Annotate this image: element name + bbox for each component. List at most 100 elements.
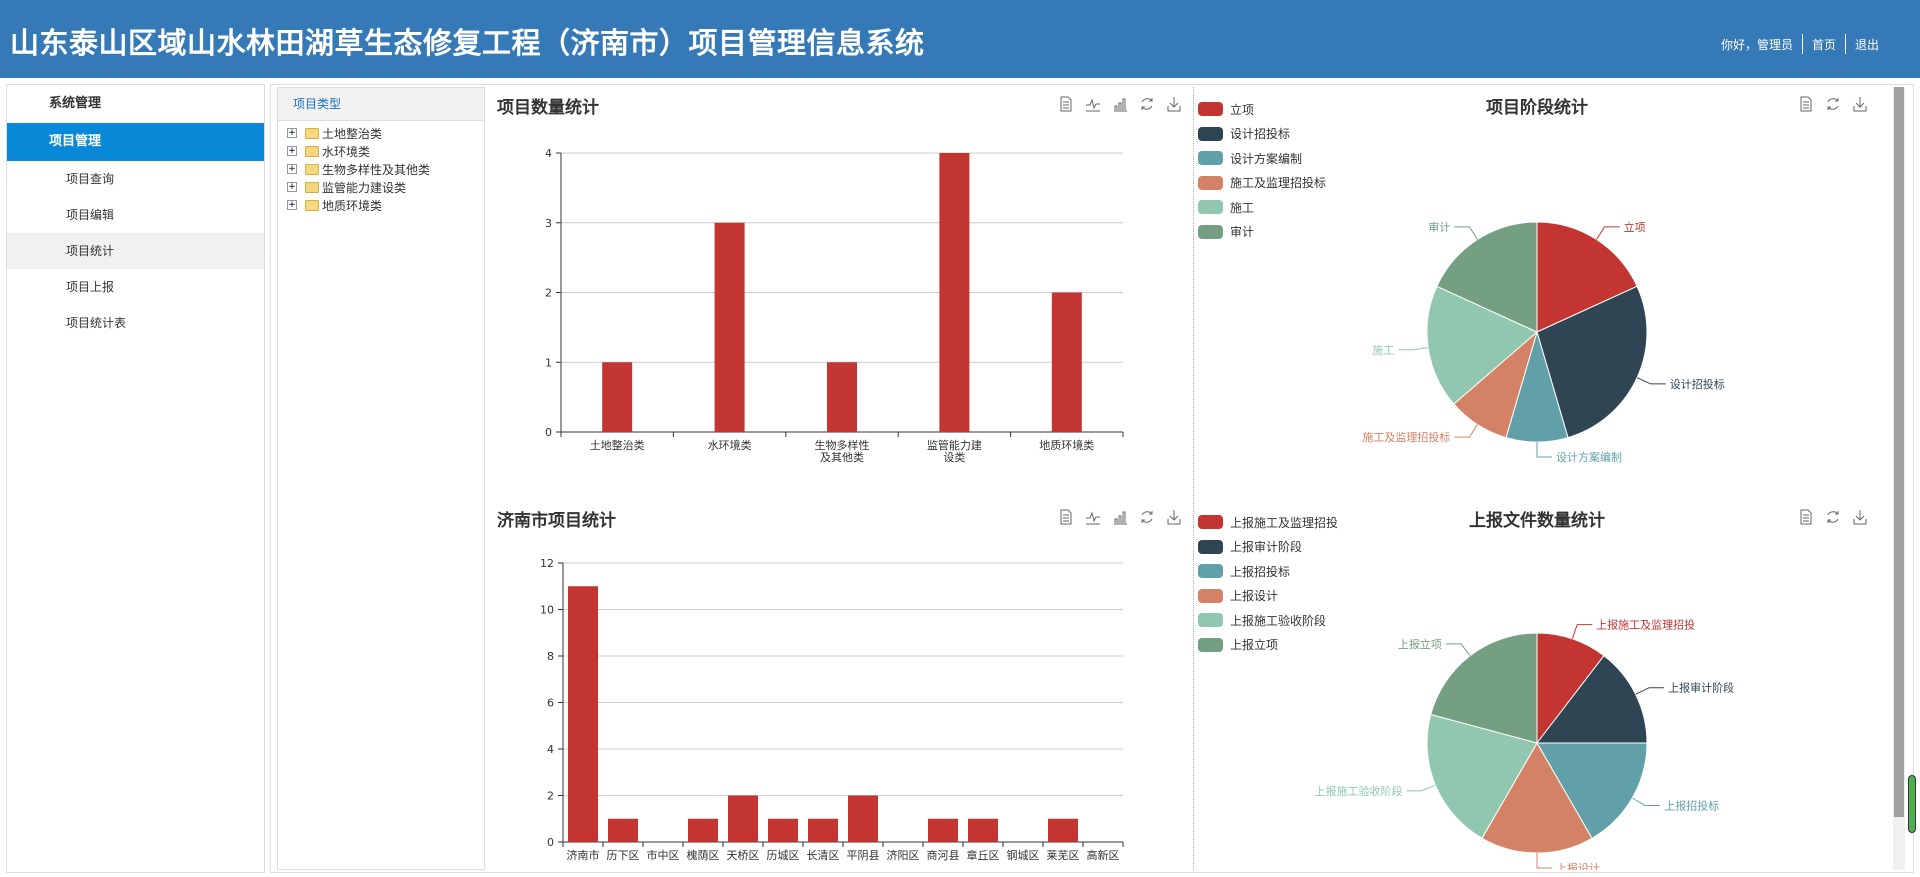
save-image-icon[interactable] bbox=[1851, 508, 1869, 526]
x-tick-label: 章丘区 bbox=[967, 848, 1000, 862]
bar[interactable] bbox=[827, 362, 857, 432]
slice-label: 上报设计 bbox=[1556, 861, 1600, 870]
bar[interactable] bbox=[968, 818, 998, 842]
bar-chart-icon[interactable] bbox=[1111, 508, 1129, 526]
legend-label: 设计招投标 bbox=[1230, 127, 1291, 142]
bar[interactable] bbox=[1048, 818, 1078, 842]
legend-item[interactable]: 上报施工及监理招投 bbox=[1198, 510, 1338, 535]
legend-item[interactable]: 上报立项 bbox=[1198, 633, 1338, 658]
data-view-icon[interactable] bbox=[1057, 508, 1075, 526]
scrollbar-thumb[interactable] bbox=[1894, 87, 1904, 817]
home-link[interactable]: 首页 bbox=[1811, 37, 1836, 52]
y-tick-label: 0 bbox=[547, 836, 554, 849]
logout-link[interactable]: 退出 bbox=[1854, 37, 1879, 52]
legend-item[interactable]: 上报设计 bbox=[1198, 584, 1338, 609]
sidebar-item-project-statistics[interactable]: 项目统计 bbox=[7, 233, 264, 269]
legend-item[interactable]: 上报审计阶段 bbox=[1198, 535, 1338, 560]
save-image-icon[interactable] bbox=[1851, 95, 1869, 113]
save-image-icon[interactable] bbox=[1165, 508, 1183, 526]
pie-slice[interactable] bbox=[1426, 285, 1538, 405]
legend-item[interactable]: 设计招投标 bbox=[1198, 122, 1326, 147]
bar[interactable] bbox=[728, 795, 758, 843]
restore-icon[interactable] bbox=[1138, 508, 1156, 526]
data-view-icon[interactable] bbox=[1797, 95, 1815, 113]
restore-icon[interactable] bbox=[1138, 95, 1156, 113]
bar[interactable] bbox=[602, 362, 633, 432]
tree-node[interactable]: + 生物多样性及其他类 bbox=[278, 160, 484, 178]
bar[interactable] bbox=[848, 795, 878, 843]
tree-node-label: 地质环境类 bbox=[322, 198, 383, 213]
sidebar-item-project-report[interactable]: 项目上报 bbox=[66, 280, 115, 294]
bar[interactable] bbox=[939, 153, 970, 432]
legend-label: 立项 bbox=[1230, 102, 1255, 117]
slice-label: 上报施工及监理招投 bbox=[1596, 618, 1695, 632]
legend-item[interactable]: 立项 bbox=[1198, 97, 1326, 122]
bar[interactable] bbox=[568, 586, 598, 842]
line-chart-icon[interactable] bbox=[1084, 508, 1102, 526]
legend-item[interactable]: 设计方案编制 bbox=[1198, 146, 1326, 171]
sidebar: 系统管理 项目管理 项目查询 项目编辑 项目统计 项目上报 项目统计表 bbox=[6, 84, 265, 873]
expand-icon[interactable]: + bbox=[287, 128, 297, 138]
legend-label: 上报审计阶段 bbox=[1230, 540, 1303, 555]
expand-icon[interactable]: + bbox=[287, 182, 297, 192]
legend-item[interactable]: 施工 bbox=[1198, 195, 1326, 220]
chart-legend: 上报施工及监理招投上报审计阶段上报招投标 上报设计 上报施工验收阶段 上报立项 bbox=[1198, 510, 1338, 657]
x-tick-label: 市中区 bbox=[647, 848, 680, 862]
sidebar-item-project-edit[interactable]: 项目编辑 bbox=[66, 208, 115, 222]
y-tick-label: 8 bbox=[547, 650, 554, 663]
bar[interactable] bbox=[608, 818, 638, 842]
bar[interactable] bbox=[714, 222, 745, 432]
pie-slice[interactable] bbox=[1426, 713, 1538, 839]
legend-swatch bbox=[1198, 224, 1223, 239]
restore-icon[interactable] bbox=[1824, 508, 1842, 526]
pie-slice[interactable] bbox=[1430, 632, 1538, 744]
x-tick-label: 高新区 bbox=[1087, 848, 1120, 862]
tree-node[interactable]: + 地质环境类 bbox=[278, 196, 484, 214]
tree-node[interactable]: + 监管能力建设类 bbox=[278, 178, 484, 196]
tree-node[interactable]: + 水环境类 bbox=[278, 142, 484, 160]
chart-divider bbox=[1193, 87, 1194, 870]
menu-project-management[interactable]: 项目管理 bbox=[7, 123, 264, 161]
menu-system-management[interactable]: 系统管理 bbox=[49, 96, 102, 111]
bar-chart-icon[interactable] bbox=[1111, 95, 1129, 113]
project-type-tree: 项目类型 + 土地整治类 + 水环境类 + 生物多样性及其他类 + 监管能力建设类 + 地质环境类 bbox=[277, 87, 485, 870]
legend-item[interactable]: 审计 bbox=[1198, 220, 1326, 245]
label-line bbox=[1536, 853, 1552, 869]
data-view-icon[interactable] bbox=[1797, 508, 1815, 526]
legend-item[interactable]: 施工及监理招投标 bbox=[1198, 171, 1326, 196]
y-tick-label: 4 bbox=[545, 147, 552, 160]
expand-icon[interactable]: + bbox=[287, 146, 297, 156]
label-line bbox=[1406, 784, 1436, 792]
x-tick-label: 济阳区 bbox=[887, 848, 920, 862]
x-tick-label: 商河县 bbox=[927, 848, 960, 862]
x-tick-label: 监管能力建设类 bbox=[927, 438, 982, 464]
chart-toolbox bbox=[1057, 508, 1183, 526]
bar[interactable] bbox=[688, 818, 718, 842]
data-view-icon[interactable] bbox=[1057, 95, 1075, 113]
bar[interactable] bbox=[768, 818, 798, 842]
expand-icon[interactable]: + bbox=[287, 164, 297, 174]
legend-item[interactable]: 上报招投标 bbox=[1198, 559, 1338, 584]
sidebar-item-project-stat-table[interactable]: 项目统计表 bbox=[66, 316, 127, 330]
chart-title: 项目阶段统计 bbox=[1486, 98, 1588, 118]
scrollbar[interactable] bbox=[1893, 87, 1905, 870]
side-scroll-handle[interactable] bbox=[1908, 775, 1916, 833]
x-tick-label: 历下区 bbox=[607, 849, 640, 862]
tree-node[interactable]: + 土地整治类 bbox=[278, 124, 484, 142]
expand-icon[interactable]: + bbox=[287, 200, 297, 210]
label-line bbox=[1398, 347, 1429, 351]
pie-slice[interactable] bbox=[1436, 221, 1538, 333]
bar[interactable] bbox=[928, 818, 958, 842]
bar[interactable] bbox=[1051, 292, 1082, 433]
pie-slice[interactable] bbox=[1536, 221, 1638, 333]
pie-slice[interactable] bbox=[1536, 632, 1605, 745]
bar[interactable] bbox=[808, 818, 838, 842]
chart-report-files: 上报文件数量统计 上报施工及监理招投 上报审计阶段 上报招投标 上报设计 上报施工验收阶段… bbox=[1193, 500, 1893, 870]
line-chart-icon[interactable] bbox=[1084, 95, 1102, 113]
restore-icon[interactable] bbox=[1824, 95, 1842, 113]
legend-item[interactable]: 上报施工验收阶段 bbox=[1198, 608, 1338, 633]
save-image-icon[interactable] bbox=[1165, 95, 1183, 113]
chart-project-count: 项目数量统计 0 1 2 3 4 土地整治类 水环境类 生物多样性及其他类 监管能力建设类 地质环境… bbox=[491, 87, 1193, 500]
sidebar-item-project-query[interactable]: 项目查询 bbox=[66, 172, 115, 186]
